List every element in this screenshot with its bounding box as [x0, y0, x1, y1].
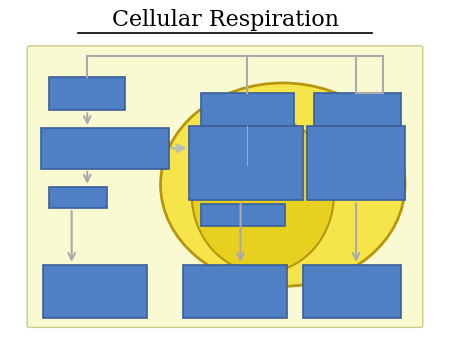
FancyBboxPatch shape: [27, 46, 423, 328]
FancyBboxPatch shape: [50, 187, 107, 208]
FancyBboxPatch shape: [183, 265, 287, 318]
FancyBboxPatch shape: [189, 126, 303, 200]
FancyBboxPatch shape: [314, 93, 400, 126]
FancyBboxPatch shape: [303, 265, 400, 318]
FancyBboxPatch shape: [201, 204, 285, 226]
FancyBboxPatch shape: [307, 126, 405, 200]
Text: Cellular Respiration: Cellular Respiration: [112, 9, 338, 31]
FancyBboxPatch shape: [201, 93, 294, 126]
FancyBboxPatch shape: [50, 77, 125, 110]
Ellipse shape: [161, 83, 405, 286]
FancyBboxPatch shape: [40, 128, 170, 169]
Ellipse shape: [192, 116, 334, 273]
FancyBboxPatch shape: [43, 265, 147, 318]
